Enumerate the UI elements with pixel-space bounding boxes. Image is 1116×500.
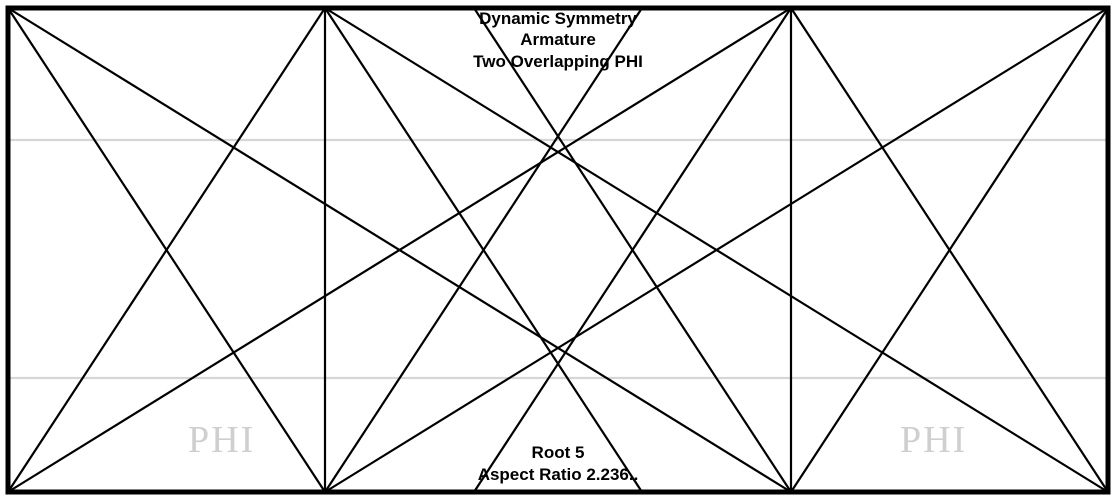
diagram-canvas: Dynamic Symmetry Armature Two Overlappin… bbox=[0, 0, 1116, 500]
armature-svg bbox=[0, 0, 1116, 500]
